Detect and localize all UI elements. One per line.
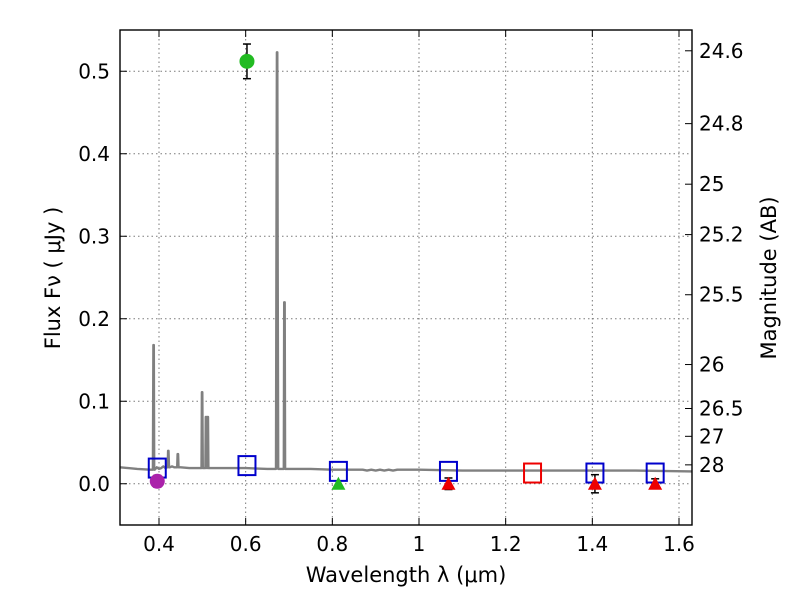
x-tick-label: 1 bbox=[413, 532, 426, 556]
x-tick-label: 1.4 bbox=[576, 532, 608, 556]
y2-axis-label: Magnitude (AB) bbox=[757, 196, 781, 359]
observed-green-circle bbox=[239, 53, 255, 69]
magnitude-tick-label: 25.5 bbox=[699, 283, 744, 307]
y-tick-label: 0.0 bbox=[78, 472, 110, 496]
spectrum-layer bbox=[119, 51, 693, 473]
magnitude-tick-label: 26.5 bbox=[699, 397, 744, 421]
x-tick-label: 0.6 bbox=[230, 532, 262, 556]
magnitude-tick-label: 25 bbox=[699, 172, 724, 196]
x-tick-labels: 0.4 0.6 0.8 1 1.2 1.4 1.6 bbox=[143, 532, 695, 556]
magnitude-tick-label: 24.6 bbox=[699, 39, 744, 63]
magnitude-tick-label: 27 bbox=[699, 424, 724, 448]
ticks bbox=[120, 30, 692, 525]
y-tick-label: 0.3 bbox=[78, 224, 110, 248]
y-axis-label: Flux Fν ( μJy ) bbox=[41, 207, 65, 350]
x-tick-label: 1.6 bbox=[663, 532, 695, 556]
magnitude-tick-label: 25.2 bbox=[699, 223, 744, 247]
magnitude-tick-labels: 24.6 24.8 25 25.2 25.5 26 26.5 27 28 bbox=[699, 39, 744, 477]
observed-magenta-circle bbox=[149, 473, 165, 489]
limit-red-triangle-2 bbox=[587, 476, 602, 490]
observed-points-layer bbox=[149, 43, 663, 494]
limit-red-triangle-1 bbox=[441, 476, 456, 490]
grid bbox=[120, 30, 692, 525]
y-tick-label: 0.2 bbox=[78, 307, 110, 331]
model-photometry-layer bbox=[147, 455, 665, 484]
x-tick-label: 1.2 bbox=[490, 532, 522, 556]
y-tick-label: 0.5 bbox=[78, 59, 110, 83]
magnitude-tick-label: 26 bbox=[699, 353, 724, 377]
model-photometry-square bbox=[237, 455, 257, 477]
magnitude-tick-label: 28 bbox=[699, 453, 724, 477]
magnitude-tick-label: 24.8 bbox=[699, 112, 744, 136]
y-tick-label: 0.1 bbox=[78, 389, 110, 413]
x-tick-label: 0.8 bbox=[316, 532, 348, 556]
y-tick-label: 0.4 bbox=[78, 142, 110, 166]
spectrum-line bbox=[119, 51, 693, 473]
y-tick-labels: 0.0 0.1 0.2 0.3 0.4 0.5 bbox=[78, 59, 110, 496]
x-axis-label: Wavelength λ (μm) bbox=[306, 563, 507, 587]
limit-green-triangle bbox=[331, 476, 346, 490]
plot-frame bbox=[119, 29, 693, 526]
limit-red-triangle-3 bbox=[648, 476, 663, 490]
x-tick-label: 0.4 bbox=[143, 532, 175, 556]
model-photometry-square bbox=[523, 462, 543, 484]
